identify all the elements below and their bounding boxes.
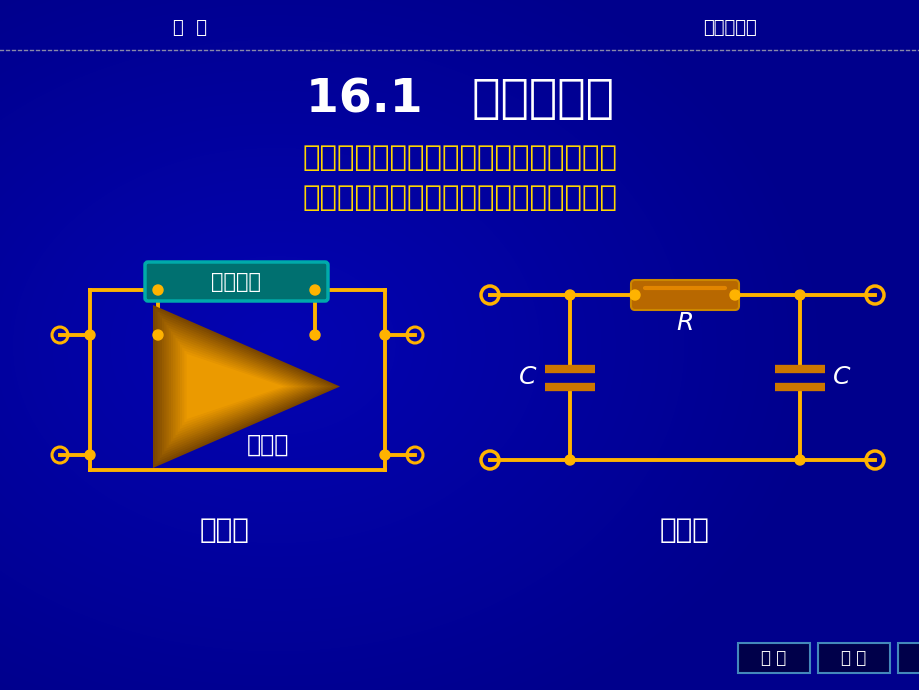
Polygon shape	[153, 305, 340, 468]
Circle shape	[153, 285, 163, 295]
Polygon shape	[177, 341, 299, 432]
Polygon shape	[155, 308, 336, 465]
Circle shape	[380, 330, 390, 340]
Polygon shape	[184, 351, 288, 422]
FancyBboxPatch shape	[817, 643, 889, 673]
Circle shape	[564, 290, 574, 300]
Polygon shape	[171, 331, 310, 442]
FancyBboxPatch shape	[897, 643, 919, 673]
Circle shape	[630, 290, 640, 300]
Circle shape	[85, 330, 95, 340]
Circle shape	[380, 450, 390, 460]
Circle shape	[85, 450, 95, 460]
Text: 滤波器: 滤波器	[659, 516, 709, 544]
Text: 放大器: 放大器	[199, 516, 250, 544]
Text: 二端口网络: 二端口网络	[702, 19, 756, 37]
Text: R: R	[675, 311, 693, 335]
Text: 电  路: 电 路	[173, 19, 207, 37]
Polygon shape	[162, 318, 324, 455]
Polygon shape	[168, 328, 313, 445]
Circle shape	[794, 290, 804, 300]
FancyBboxPatch shape	[145, 262, 328, 301]
Circle shape	[794, 455, 804, 465]
Circle shape	[310, 285, 320, 295]
Circle shape	[729, 290, 739, 300]
Circle shape	[310, 330, 320, 340]
Text: 16.1   二端口网络: 16.1 二端口网络	[306, 77, 613, 123]
Polygon shape	[187, 354, 284, 419]
Text: C: C	[833, 366, 850, 389]
Circle shape	[564, 455, 574, 465]
FancyBboxPatch shape	[630, 280, 738, 310]
Text: 信号变换时，经常碗到如下两端口电路。: 信号变换时，经常碗到如下两端口电路。	[302, 184, 617, 212]
Text: 在工程实际中，研究信号及能量的传输和: 在工程实际中，研究信号及能量的传输和	[302, 144, 617, 172]
Polygon shape	[157, 311, 332, 462]
Text: 放大器: 放大器	[246, 433, 289, 457]
Polygon shape	[182, 347, 291, 426]
FancyBboxPatch shape	[737, 643, 809, 673]
Polygon shape	[160, 315, 328, 458]
Text: 上 页: 上 页	[841, 649, 866, 667]
Polygon shape	[164, 322, 321, 452]
Circle shape	[153, 330, 163, 340]
Text: 返 回: 返 回	[761, 649, 786, 667]
Text: 反馈网络: 反馈网络	[211, 271, 261, 291]
Polygon shape	[173, 335, 306, 439]
Text: C: C	[518, 366, 536, 389]
Polygon shape	[180, 344, 295, 429]
Polygon shape	[166, 324, 317, 448]
Polygon shape	[176, 337, 302, 435]
